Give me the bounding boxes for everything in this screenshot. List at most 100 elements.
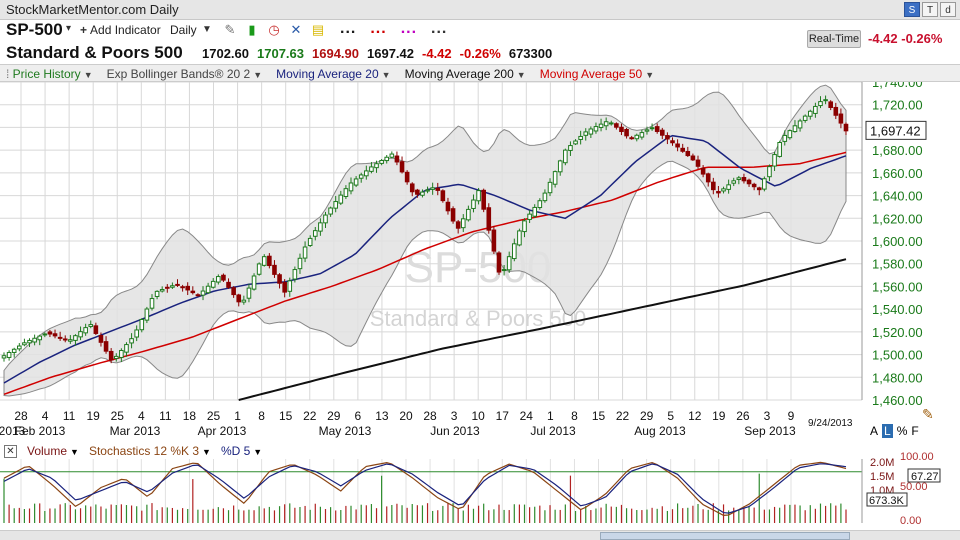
color-dots-magenta[interactable]: ... bbox=[400, 20, 418, 37]
color-dots-black[interactable]: ... bbox=[340, 20, 357, 37]
chevron-down-icon[interactable]: ▼ bbox=[645, 70, 655, 80]
quote-change-pct: -0.26% bbox=[459, 46, 501, 61]
candle-body bbox=[649, 127, 655, 130]
candle-body bbox=[159, 289, 165, 292]
candle-body bbox=[614, 123, 619, 128]
alarm-clock-icon[interactable]: ◷ bbox=[268, 22, 280, 37]
x-month-label: Mar 2013 bbox=[110, 424, 161, 438]
candle-body bbox=[328, 207, 333, 215]
add-indicator-button[interactable]: + Add Indicator bbox=[80, 23, 161, 37]
realtime-button[interactable]: Real-Time bbox=[807, 30, 861, 48]
legend-pct-d[interactable]: %D 5 ▼ bbox=[221, 444, 262, 458]
legend-ma20[interactable]: Moving Average 20 ▼ bbox=[276, 67, 390, 81]
x-day-tick: 15 bbox=[592, 409, 606, 423]
time-scroll-thumb[interactable] bbox=[600, 532, 850, 540]
legend-ma50[interactable]: Moving Average 50 ▼ bbox=[540, 67, 654, 81]
quote-close: 1697.42 bbox=[367, 46, 414, 61]
x-icon[interactable]: ✕ bbox=[290, 22, 302, 37]
color-dots-red[interactable]: ... bbox=[370, 20, 387, 37]
candle-body bbox=[807, 110, 813, 117]
quote-high: 1707.63 bbox=[257, 46, 304, 61]
legend-bollinger[interactable]: Exp Bollinger Bands® 20 2 ▼ bbox=[107, 67, 263, 81]
candle-body bbox=[813, 105, 818, 114]
candle-body bbox=[629, 137, 634, 140]
ma20-line bbox=[3, 134, 847, 384]
candle-body bbox=[353, 178, 359, 186]
x-day-tick: 19 bbox=[87, 409, 101, 423]
share-icon[interactable]: S bbox=[904, 2, 920, 17]
volume-tick: 1.5M bbox=[870, 471, 894, 483]
scale-fit-button[interactable]: F bbox=[911, 424, 919, 438]
chevron-down-icon[interactable]: ▼ bbox=[70, 447, 79, 457]
candle-body bbox=[389, 153, 395, 158]
candle-body bbox=[787, 130, 793, 139]
chevron-down-icon[interactable]: ▼ bbox=[381, 70, 391, 80]
candle-body bbox=[527, 213, 532, 220]
candle-body bbox=[62, 338, 68, 341]
menu-icon[interactable]: d bbox=[940, 2, 956, 17]
indicator-legend: ⁞ Price History ▼ Exp Bollinger Bands® 20… bbox=[0, 64, 960, 82]
candle-body bbox=[1, 355, 7, 359]
scale-log-button[interactable]: L bbox=[882, 424, 893, 438]
legend-label: Moving Average 200 bbox=[404, 67, 514, 81]
legend-ma200[interactable]: Moving Average 200 ▼ bbox=[405, 67, 526, 81]
quote-values: 1702.60 1707.63 1694.90 1697.42 -4.42 -0… bbox=[202, 46, 552, 61]
color-dots-gray[interactable]: ... bbox=[431, 20, 448, 37]
legend-volume[interactable]: Volume ▼ bbox=[27, 444, 79, 458]
legend-label: %D 5 bbox=[220, 444, 251, 458]
candle-body bbox=[47, 331, 53, 335]
chevron-down-icon[interactable]: ▼ bbox=[253, 70, 263, 80]
candle-body bbox=[108, 350, 114, 361]
candle-body bbox=[364, 170, 369, 177]
y-tick-label: 1,640.00 bbox=[872, 189, 923, 204]
candle-body bbox=[522, 220, 527, 233]
chevron-down-icon[interactable]: ▾ bbox=[66, 23, 72, 34]
candle-body bbox=[659, 129, 665, 136]
candle-body bbox=[670, 140, 675, 144]
price-chart[interactable]: 1,460.00 1,480.00 1,500.00 1,520.00 1,540.00… bbox=[0, 82, 960, 440]
window-title: StockMarketMentor.com Daily bbox=[6, 2, 179, 17]
chevron-down-icon[interactable]: ▼ bbox=[253, 447, 263, 457]
candle-body bbox=[93, 325, 99, 334]
candle-body bbox=[149, 298, 155, 309]
legend-stochastics[interactable]: Stochastics 12 %K 3 ▼ bbox=[89, 444, 211, 458]
candle-body bbox=[828, 101, 833, 108]
chevron-down-icon[interactable]: ▼ bbox=[516, 70, 526, 80]
wrench-icon[interactable]: ✎ bbox=[224, 22, 236, 37]
drag-handle-icon[interactable]: ⁞ bbox=[6, 67, 13, 81]
x-day-tick: 22 bbox=[616, 409, 630, 423]
scale-auto-button[interactable]: A bbox=[870, 424, 879, 438]
candle-body bbox=[639, 132, 645, 138]
candle-body bbox=[608, 122, 614, 125]
tools-icon[interactable]: T bbox=[922, 2, 938, 17]
color-dots: ... ... ... ... bbox=[340, 20, 447, 38]
candle-body bbox=[384, 156, 390, 162]
candle-body bbox=[236, 294, 242, 303]
x-day-tick: 3 bbox=[764, 409, 771, 423]
candle-body bbox=[221, 274, 226, 281]
note-icon[interactable]: ▤ bbox=[311, 22, 325, 37]
x-day-tick: 29 bbox=[640, 409, 654, 423]
period-caret-icon[interactable]: ▼ bbox=[202, 24, 212, 35]
last-stoch-value: 67.27 bbox=[911, 471, 939, 483]
close-icon[interactable]: ✕ bbox=[4, 444, 17, 458]
candle-body bbox=[772, 154, 777, 167]
scale-percent-button[interactable]: % bbox=[896, 424, 908, 438]
candle-body bbox=[241, 299, 247, 303]
candle-body bbox=[415, 189, 420, 195]
bar-chart-icon[interactable]: ▮ bbox=[248, 22, 256, 37]
legend-price-history[interactable]: ⁞ Price History ▼ bbox=[6, 67, 93, 81]
chevron-down-icon[interactable]: ▼ bbox=[83, 70, 93, 80]
x-day-tick: 4 bbox=[138, 409, 145, 423]
period-select[interactable]: Daily bbox=[170, 23, 197, 37]
candle-body bbox=[491, 229, 497, 252]
pencil-icon[interactable]: ✎ bbox=[922, 406, 934, 422]
candle-body bbox=[711, 181, 716, 191]
candle-body bbox=[481, 189, 486, 210]
chevron-down-icon[interactable]: ▼ bbox=[202, 447, 211, 457]
candle-body bbox=[256, 263, 262, 275]
symbol-input[interactable]: SP-500 bbox=[6, 20, 63, 39]
volume-tick: 2.0M bbox=[870, 457, 894, 469]
candle-body bbox=[756, 187, 762, 191]
